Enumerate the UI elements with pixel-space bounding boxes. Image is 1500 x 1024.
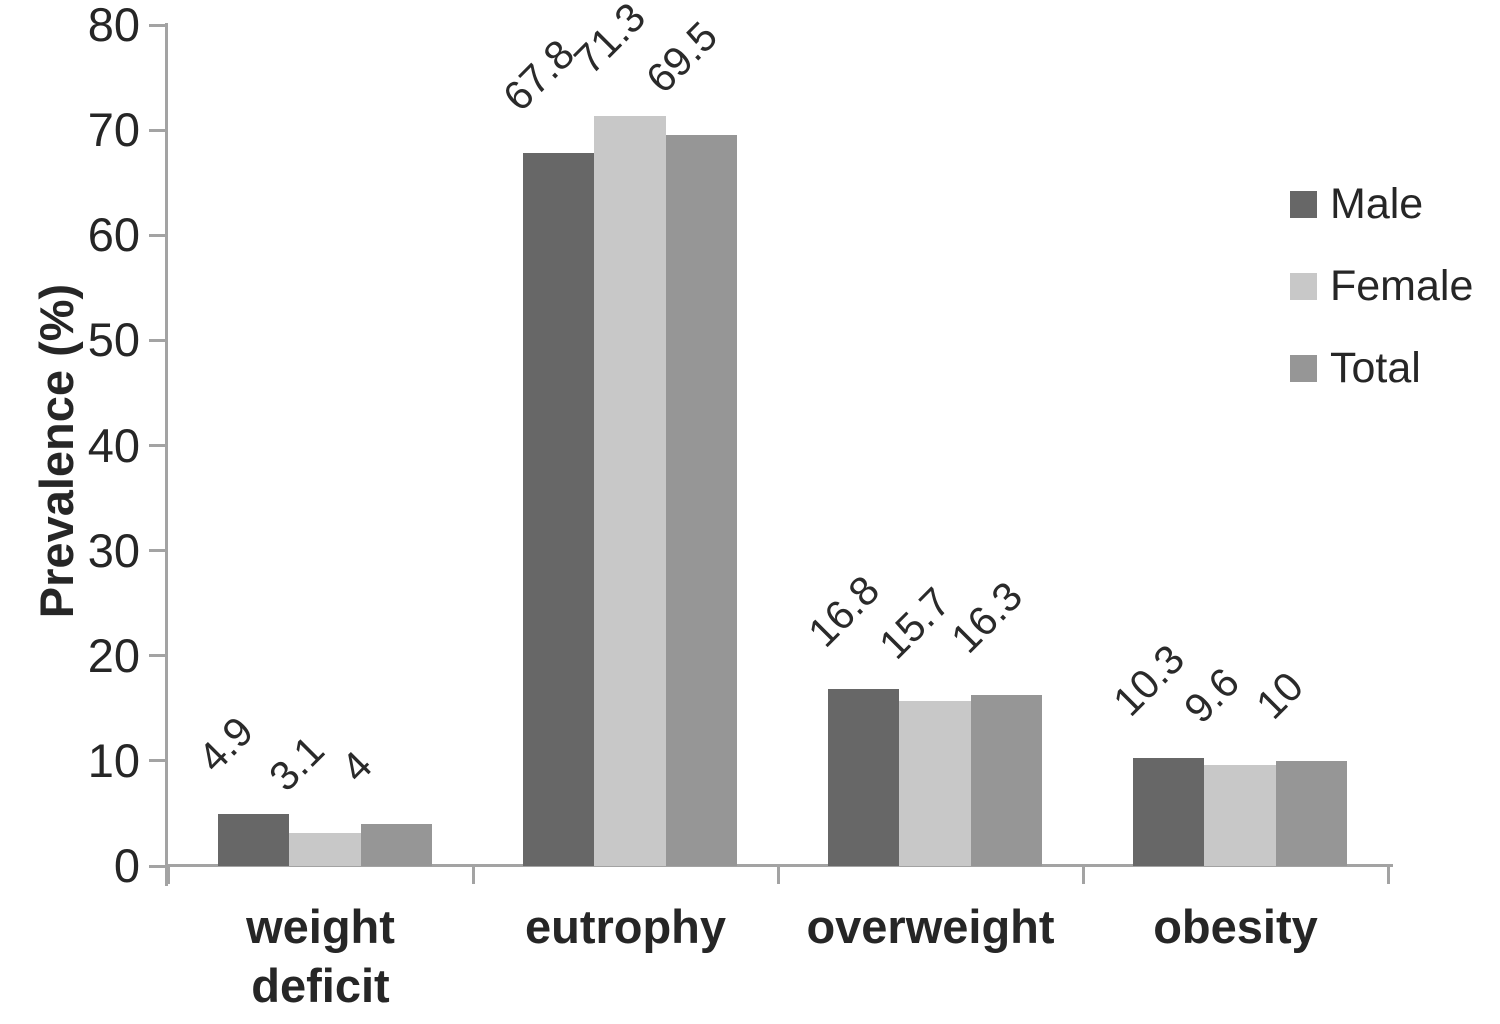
bar-value-label: 10.3 (1104, 635, 1194, 725)
category-label: overweight (806, 900, 1055, 953)
legend-swatch-male (1290, 190, 1317, 218)
y-tick (149, 338, 165, 342)
y-tick-label: 50 (87, 313, 140, 367)
legend-label-female: Female (1330, 261, 1474, 310)
bar-female (289, 833, 361, 866)
legend-item-total: Total (1290, 342, 1473, 394)
category-label: weight deficit (246, 900, 395, 1012)
bar-female (899, 700, 971, 866)
category-label: eutrophy (524, 900, 727, 953)
y-tick (149, 864, 165, 868)
y-tick (149, 23, 165, 27)
legend-item-male: Male (1290, 178, 1473, 230)
y-tick-label: 70 (87, 103, 140, 157)
bar-total (970, 694, 1042, 866)
y-tick (149, 654, 165, 658)
bar-male (1133, 757, 1205, 866)
y-tick-label: 30 (87, 523, 140, 577)
y-tick-label: 10 (87, 733, 140, 787)
legend-label-male: Male (1330, 179, 1424, 228)
y-tick (149, 444, 165, 447)
bar-total (1275, 760, 1347, 866)
bar-male (218, 814, 290, 866)
bar-value-label: 16.3 (941, 572, 1031, 662)
x-tick (1386, 866, 1390, 884)
y-tick (149, 128, 165, 132)
y-tick (149, 233, 165, 237)
legend-swatch-female (1290, 272, 1317, 300)
legend: Male Female Total (1290, 178, 1473, 424)
bar-male (828, 689, 900, 866)
bar-value-label: 4 (331, 741, 381, 791)
y-tick-label: 20 (87, 628, 140, 682)
x-tick (471, 866, 475, 884)
bar-female (1204, 765, 1276, 866)
legend-swatch-total (1290, 354, 1317, 382)
bar-female (594, 116, 666, 866)
y-tick-label: 0 (113, 839, 140, 892)
x-tick (776, 866, 780, 884)
y-axis-line (165, 23, 168, 886)
bar-value-label: 4.9 (189, 708, 263, 782)
y-tick (149, 549, 165, 553)
y-tick (149, 759, 165, 763)
category-label: obesity (1153, 900, 1318, 953)
bar-value-label: 15.7 (870, 578, 960, 668)
bar-total (665, 135, 737, 866)
bar-male (523, 153, 595, 866)
x-axis-line (165, 864, 1393, 867)
bar-total (360, 823, 432, 866)
y-tick-label: 80 (87, 0, 140, 51)
bar-value-label: 3.1 (260, 727, 334, 801)
y-tick-label: 40 (87, 418, 140, 472)
legend-item-female: Female (1290, 260, 1473, 312)
y-tick-label: 60 (87, 208, 140, 262)
x-tick (1081, 866, 1085, 884)
bar-value-label: 10 (1246, 662, 1312, 728)
legend-label-total: Total (1330, 343, 1421, 392)
x-tick (166, 866, 170, 884)
bar-value-label: 16.8 (799, 567, 889, 657)
